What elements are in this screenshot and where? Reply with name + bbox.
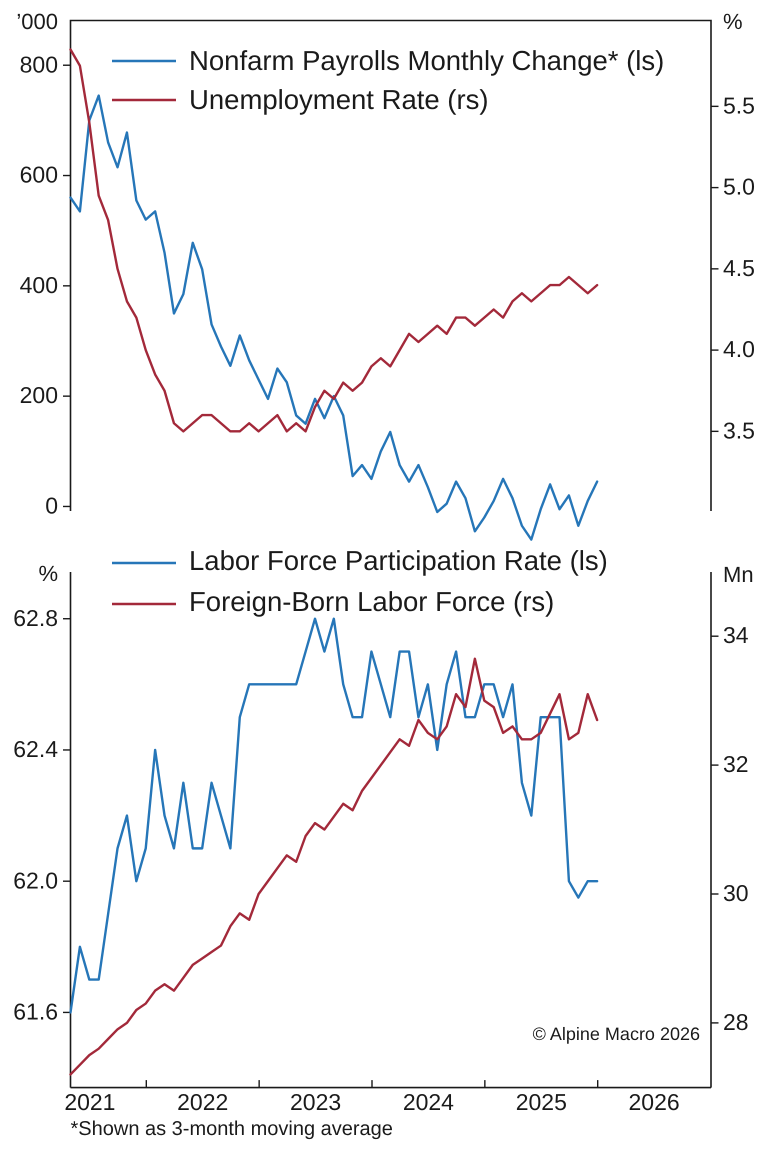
svg-text:600: 600 [20,162,58,188]
svg-text:800: 800 [20,51,58,77]
svg-text:Labor Force Participation Rate: Labor Force Participation Rate (ls) [189,545,608,576]
svg-text:62.8: 62.8 [13,605,58,631]
svg-text:2025: 2025 [516,1089,567,1115]
svg-text:© Alpine Macro 2026: © Alpine Macro 2026 [533,1024,700,1044]
svg-text:61.6: 61.6 [13,999,58,1025]
svg-text:%: % [723,9,743,34]
svg-text:400: 400 [20,272,58,298]
svg-text:5.0: 5.0 [723,174,755,200]
svg-text:2022: 2022 [177,1089,228,1115]
svg-text:4.5: 4.5 [723,255,755,281]
svg-text:5.5: 5.5 [723,92,755,118]
svg-text:*Shown as 3-month moving avera: *Shown as 3-month moving average [71,1118,393,1140]
svg-text:Mn: Mn [723,562,754,587]
svg-text:2023: 2023 [290,1089,341,1115]
svg-text:2024: 2024 [403,1089,454,1115]
svg-text:’000: ’000 [16,9,58,34]
svg-text:34: 34 [723,622,749,648]
svg-text:%: % [38,561,58,586]
svg-text:62.0: 62.0 [13,867,58,893]
svg-text:200: 200 [20,382,58,408]
svg-text:32: 32 [723,751,749,777]
svg-text:4.0: 4.0 [723,336,755,362]
svg-text:3.5: 3.5 [723,418,755,444]
svg-text:2026: 2026 [629,1089,680,1115]
svg-text:Foreign-Born Labor Force (rs): Foreign-Born Labor Force (rs) [189,586,554,617]
svg-text:2021: 2021 [64,1089,115,1115]
svg-text:Unemployment Rate (rs): Unemployment Rate (rs) [189,84,489,115]
svg-text:30: 30 [723,880,749,906]
svg-text:0: 0 [45,493,58,519]
svg-text:Nonfarm Payrolls Monthly Chang: Nonfarm Payrolls Monthly Change* (ls) [189,45,664,76]
svg-text:28: 28 [723,1009,749,1035]
svg-text:62.4: 62.4 [13,736,58,762]
